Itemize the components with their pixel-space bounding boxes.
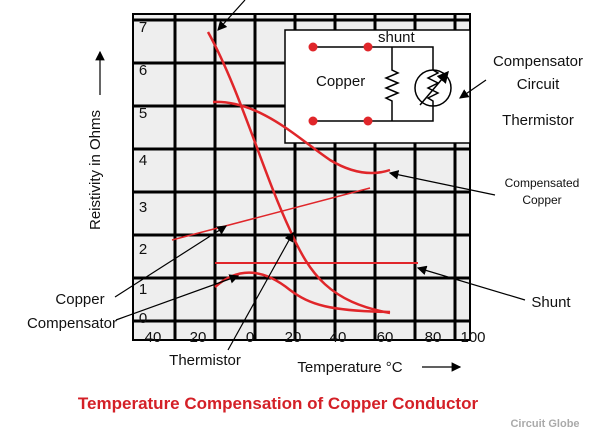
arrows xyxy=(95,0,526,372)
y-tick: 4 xyxy=(139,152,147,169)
annotation: Thermistor xyxy=(169,352,241,369)
annotation: Compensator xyxy=(493,53,583,70)
x-axis-label: Temperature °C xyxy=(297,359,402,376)
copper-label: Copper xyxy=(316,73,365,90)
title: Temperature Compensation of Copper Condu… xyxy=(78,394,479,413)
watermark: Circuit Globe xyxy=(510,418,579,430)
annotation: Compensated xyxy=(505,176,580,190)
shunt-label: shunt xyxy=(378,29,416,46)
y-tick: 5 xyxy=(139,105,147,122)
x-tick: 60 xyxy=(377,329,394,346)
annotation: Thermistor xyxy=(502,112,574,129)
y-tick: 7 xyxy=(139,19,147,36)
x-tick: 40 xyxy=(330,329,347,346)
x-tick: 0 xyxy=(246,329,254,346)
y-tick: 2 xyxy=(139,241,147,258)
y-tick: 6 xyxy=(139,62,147,79)
y-axis-label: Reistivity in Ohms xyxy=(87,110,104,230)
x-tick: 80 xyxy=(425,329,442,346)
x-ticks: 40 20 0 20 40 60 80 100 xyxy=(145,329,486,346)
y-tick: 0 xyxy=(139,310,147,327)
x-tick: 40 xyxy=(145,329,162,346)
x-tick: 20 xyxy=(285,329,302,346)
y-ticks: 7 6 5 4 3 2 1 0 xyxy=(139,19,147,327)
x-tick: 100 xyxy=(460,329,485,346)
annotation: Copper xyxy=(55,291,104,308)
annotation: Compensator xyxy=(27,315,117,332)
curves xyxy=(171,31,418,315)
inset: shunt Copper xyxy=(284,29,471,144)
x-tick: 20 xyxy=(190,329,207,346)
annotation: Copper xyxy=(522,193,561,207)
y-tick: 3 xyxy=(139,199,147,216)
annotation: Shunt xyxy=(531,294,571,311)
y-tick: 1 xyxy=(139,281,147,298)
annotation: Circuit xyxy=(517,76,560,93)
